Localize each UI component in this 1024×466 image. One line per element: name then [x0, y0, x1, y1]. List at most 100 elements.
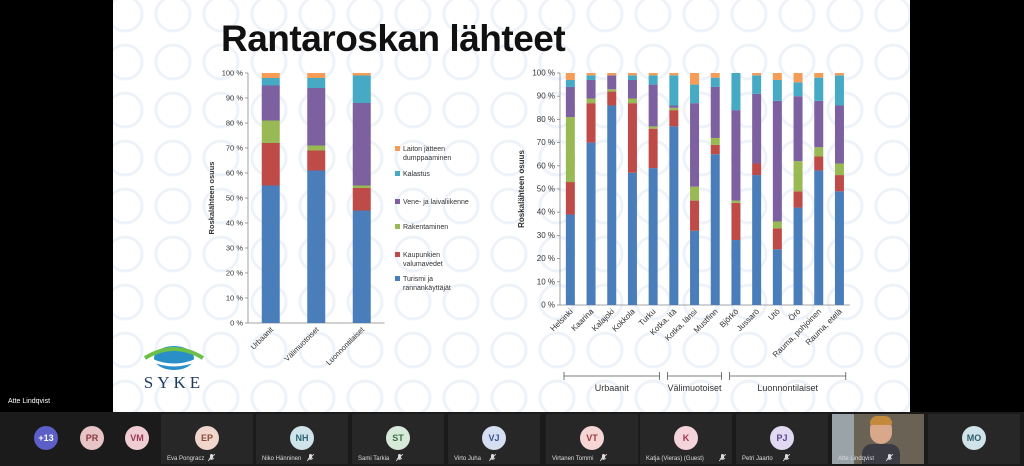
participant-avatar[interactable]: VM [125, 426, 149, 450]
bar-segment-kaupunki [834, 175, 844, 192]
participant-avatar[interactable]: K [674, 426, 698, 450]
participant-name: Virtanen Tommi [552, 456, 594, 462]
bg-pattern-ring [682, 0, 720, 33]
bg-pattern-ring [394, 283, 432, 321]
bar-segment-kalastus [669, 75, 679, 106]
legend-label-line: Turismi ja [403, 276, 433, 283]
participant-avatar[interactable]: MO [962, 426, 986, 450]
bg-pattern-ring [778, 379, 816, 412]
y-tick-label: 0 % [230, 319, 243, 328]
bg-pattern-ring [202, 187, 240, 225]
bar-segment-kalastus [648, 75, 658, 85]
bg-pattern-ring [154, 283, 192, 321]
y-tick-label: 40 % [537, 208, 555, 217]
bg-pattern-ring [346, 379, 384, 412]
bar-segment-turismi [627, 172, 637, 305]
category-label: Jussarö [735, 307, 762, 334]
muted-mic-icon [783, 454, 791, 462]
bg-pattern-ring [154, 0, 192, 33]
bg-pattern-ring [586, 331, 624, 369]
bar-segment-laiton [669, 73, 679, 76]
participant-avatar[interactable]: VT [580, 426, 604, 450]
y-tick-label: 70 % [226, 144, 243, 153]
legend-label-line: Kalastus [403, 171, 430, 178]
bg-pattern-ring [250, 0, 288, 33]
bar-segment-kaupunki [607, 91, 617, 106]
legend-swatch-kaupunki [395, 252, 400, 257]
bg-pattern-ring [682, 379, 720, 412]
bg-pattern-ring [586, 43, 624, 81]
bar-segment-rakentaminen [834, 163, 844, 176]
participant-name: Sami Tarkia [358, 456, 390, 462]
bg-pattern-ring [298, 331, 336, 369]
y-tick-label: 50 % [226, 194, 243, 203]
muted-mic-icon [599, 454, 607, 462]
bar-segment-vene [627, 79, 637, 99]
bg-pattern-ring [682, 43, 720, 81]
legend-label: Rakentaminen [403, 224, 448, 231]
bg-pattern-ring [730, 379, 768, 412]
active-speaker-label: Atte Lindqvist [8, 398, 51, 405]
bg-pattern-ring [538, 331, 576, 369]
bg-pattern-ring [490, 187, 528, 225]
participant-name: Katja (Vieras) (Guest) [646, 456, 704, 462]
bg-pattern-ring [154, 91, 192, 129]
bg-pattern-ring [826, 331, 864, 369]
category-label: Utö [767, 307, 783, 323]
y-tick-label: 70 % [537, 138, 555, 147]
y-tick-label: 20 % [537, 254, 555, 263]
bg-pattern-ring [490, 331, 528, 369]
bar-segment-vene [731, 110, 741, 201]
bg-pattern-ring [682, 331, 720, 369]
bar-segment-turismi [793, 207, 803, 305]
bar-segment-turismi [834, 191, 844, 305]
bar-segment-kalastus [752, 75, 762, 94]
bg-pattern-ring [250, 331, 288, 369]
y-tick-label: 50 % [537, 185, 555, 194]
participant-avatar[interactable]: NH [290, 426, 314, 450]
bar-segment-vene [814, 100, 824, 148]
bar-segment-turismi [772, 249, 782, 305]
bar-segment-turismi [607, 105, 617, 305]
bar-segment-kaupunki [648, 128, 658, 169]
participant-name: Atte Lindqvist [838, 456, 875, 462]
bar-segment-turismi [261, 185, 280, 323]
video-person-hair [870, 416, 892, 425]
bg-pattern-ring [538, 379, 576, 412]
participant-avatar[interactable]: PR [80, 426, 104, 450]
participant-video[interactable] [832, 414, 924, 464]
bg-pattern-ring [874, 0, 910, 33]
y-tick-label: 100 % [532, 69, 555, 78]
legend-label: Laiton jätteen dumppaaminen [403, 146, 451, 162]
bg-pattern-ring [298, 0, 336, 33]
bar-segment-kaupunki [307, 150, 326, 171]
legend-label-line: dumppaaminen [403, 155, 451, 162]
bar-segment-kalastus [710, 77, 720, 87]
bar-segment-vene [669, 105, 679, 108]
bg-pattern-ring [394, 187, 432, 225]
bg-pattern-ring [394, 91, 432, 129]
bg-pattern-ring [154, 139, 192, 177]
y-tick-label: 100 % [222, 69, 244, 78]
participant-avatar[interactable]: VJ [482, 426, 506, 450]
participant-avatar[interactable]: ST [386, 426, 410, 450]
bg-pattern-ring [778, 0, 816, 33]
participant-avatar[interactable]: +13 [34, 426, 58, 450]
participant-avatar[interactable]: EP [195, 426, 219, 450]
bg-pattern-ring [442, 0, 480, 33]
bar-segment-turismi [648, 168, 658, 305]
bar-segment-turismi [307, 170, 326, 323]
group-label: Välimuotoiset [668, 383, 723, 393]
slide-title: Rantaroskan lähteet [221, 18, 566, 59]
participant-name: Niko Hänninen [262, 456, 302, 462]
y-tick-label: 80 % [226, 119, 243, 128]
legend-swatch-rakentaminen [395, 224, 400, 229]
bar-segment-kaupunki [690, 200, 700, 231]
shared-slide: Rantaroskan lähteet 0 % 10 % 20 % 30 % 40 % 5… [113, 0, 910, 412]
bar-segment-kalastus [793, 82, 803, 97]
muted-mic-icon [396, 454, 404, 462]
bg-pattern-ring [826, 0, 864, 33]
bar-segment-laiton [710, 73, 720, 78]
bg-pattern-ring [538, 43, 576, 81]
participant-avatar[interactable]: PJ [770, 426, 794, 450]
